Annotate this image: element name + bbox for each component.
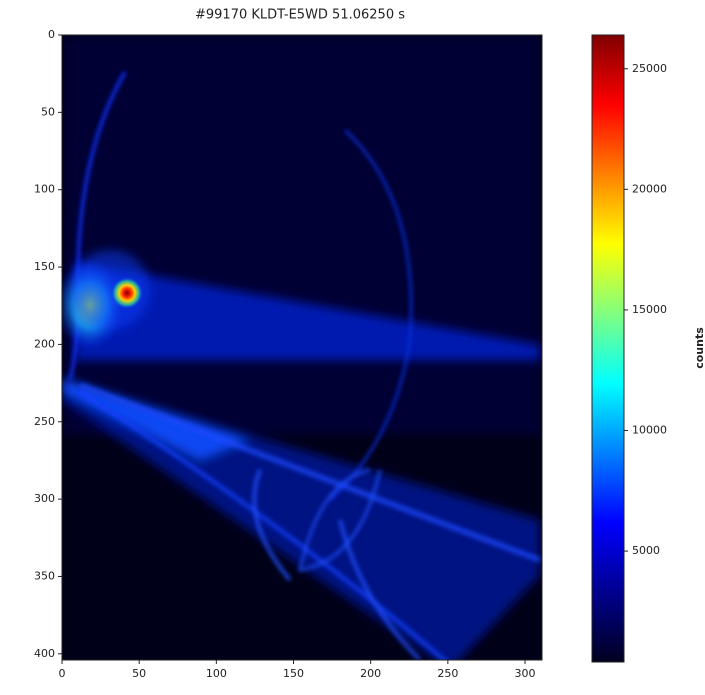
x-tick-label: 200 [360,667,381,680]
y-tick-label: 250 [34,415,55,428]
x-tick-label: 0 [59,667,66,680]
x-tick-label: 50 [132,667,146,680]
chart-title: #99170 KLDT-E5WD 51.06250 s [195,8,405,23]
colorbar-tick-label: 20000 [632,182,667,195]
y-tick-label: 50 [41,105,55,118]
y-tick-label: 400 [34,647,55,660]
colorbar-tick-label: 15000 [632,303,667,316]
y-tick-label: 350 [34,569,55,582]
plot-frame [61,34,543,661]
x-tick-label: 100 [206,667,227,680]
colorbar-tick-label: 5000 [632,544,660,557]
colorbar-tick-label: 25000 [632,62,667,75]
colorbar-label: counts [693,327,705,369]
colorbar-tick-label: 10000 [632,423,667,436]
y-tick-label: 100 [34,183,55,196]
y-tick-label: 300 [34,492,55,505]
camera-image [62,35,542,660]
x-tick-label: 300 [515,667,536,680]
x-tick-label: 150 [283,667,304,680]
y-tick-label: 200 [34,337,55,350]
x-tick-label: 250 [437,667,458,680]
y-tick-label: 0 [48,28,55,41]
y-tick-label: 150 [34,260,55,273]
colorbar [591,34,625,663]
